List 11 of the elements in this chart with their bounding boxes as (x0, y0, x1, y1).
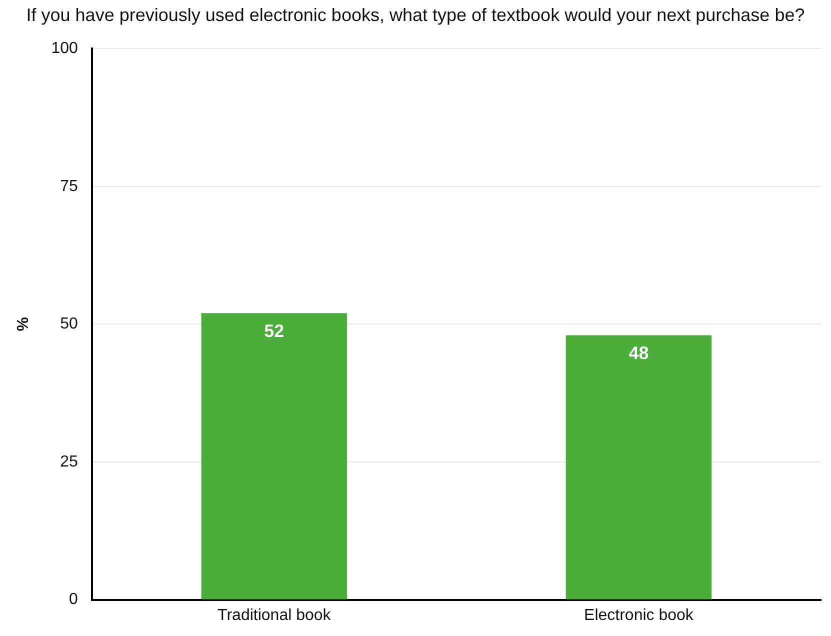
y-tick-label: 100 (51, 40, 78, 58)
data-label: 48 (628, 343, 649, 364)
y-tick-label: 50 (60, 316, 78, 333)
chart-title: If you have previously used electronic books, what type of textbook would your next purchase be? (26, 4, 805, 25)
x-tick-label: Traditional book (218, 606, 332, 624)
y-tick-label: 0 (68, 591, 78, 608)
data-label: 52 (264, 321, 284, 342)
y-tick-label: 25 (60, 453, 78, 470)
y-tick-label: 75 (60, 178, 78, 195)
x-tick-label: Electronic book (584, 606, 694, 624)
y-axis-title: % (15, 317, 32, 332)
